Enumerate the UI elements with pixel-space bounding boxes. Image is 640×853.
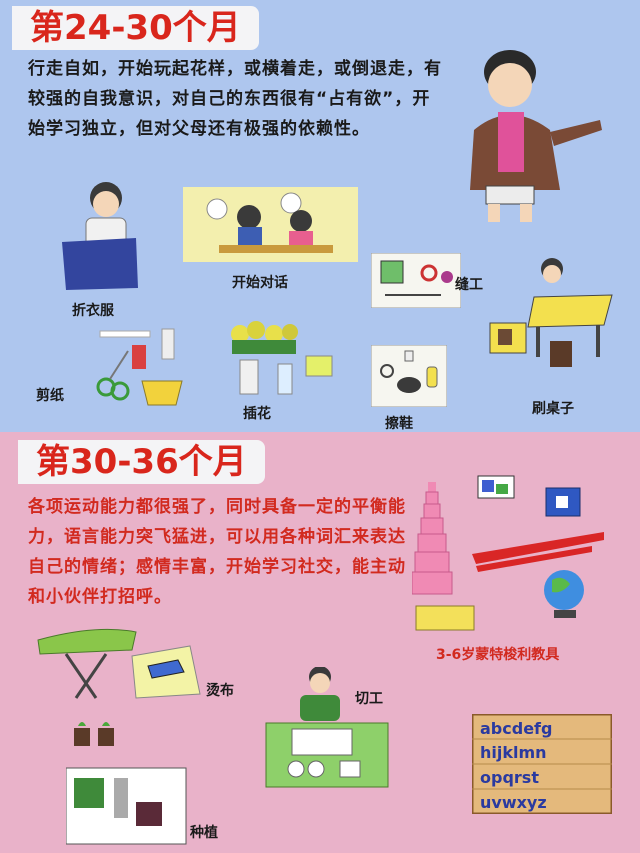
activity-label: 种植 [190,825,218,841]
activity-label: 缝工 [455,277,483,293]
section-24-30-months: 第24-30个月 行走自如，开始玩起花样，或横着走，或倒退走，有较强的自我意识，… [0,0,640,432]
paper-cutting-illustration [70,325,195,415]
cutting-illustration [262,667,392,792]
activity-label: 开始对话 [232,275,288,291]
activity-label: 擦鞋 [385,416,413,432]
activity-label: 剪纸 [36,388,64,404]
fold-clothes-illustration [58,180,148,295]
svg-text:abcdefg: abcdefg [480,719,552,738]
svg-text:uvwxyz: uvwxyz [480,793,547,812]
activity-label: 烫布 [206,683,234,699]
activity-label: 刷桌子 [532,401,574,417]
section-30-36-months: 第30-36个月 各项运动能力都很强了，同时具备一定的平衡能力，语言能力突飞猛进… [0,432,640,853]
section2-description: 各项运动能力都很强了，同时具备一定的平衡能力，语言能力突飞猛进，可以用各种词汇来… [28,497,406,607]
section2-title: 第30-36个月 [18,440,265,484]
flower-arranging-illustration [220,320,340,405]
ironing-illustration [36,610,206,700]
boy-jacket-illustration [450,50,610,230]
svg-text:opqrst: opqrst [480,768,539,787]
activity-label: 切工 [355,691,383,707]
svg-text:hijklmn: hijklmn [480,743,547,762]
montessori-materials-illustration [412,474,612,634]
activity-label: 折衣服 [72,303,114,319]
sewing-illustration [371,253,461,308]
section1-title: 第24-30个月 [12,6,259,50]
planting-illustration [66,722,191,847]
alphabet-tray-illustration: abcdefg hijklmn opqrst uvwxyz [472,714,612,814]
section1-description: 行走自如，开始玩起花样，或横着走，或倒退走，有较强的自我意识，对自己的东西很有“… [28,59,442,139]
conversation-illustration [183,187,358,262]
wipe-table-illustration [484,257,614,372]
shoe-polishing-illustration [371,345,447,407]
activity-label: 插花 [243,406,271,422]
montessori-label: 3-6岁蒙特梭利教具 [436,647,560,663]
